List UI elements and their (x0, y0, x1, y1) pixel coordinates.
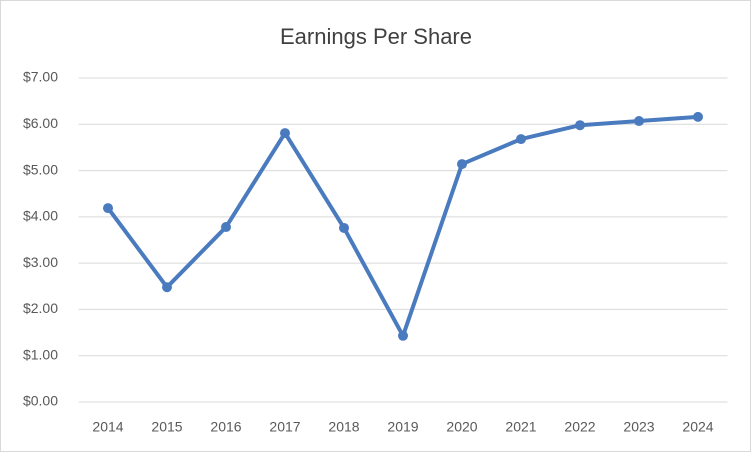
x-tick-label: 2018 (328, 419, 359, 435)
chart-title: Earnings Per Share (280, 24, 472, 49)
data-point (280, 128, 290, 139)
data-point (575, 120, 585, 131)
x-tick-label: 2014 (92, 419, 123, 435)
data-point (457, 159, 467, 170)
data-point (693, 111, 703, 122)
x-tick-label: 2024 (682, 419, 713, 435)
y-tick-label: $3.00 (23, 254, 58, 270)
y-tick-label: $0.00 (23, 393, 58, 409)
x-tick-label: 2021 (505, 419, 536, 435)
y-tick-label: $7.00 (23, 69, 58, 85)
data-point (221, 222, 231, 233)
x-tick-label: 2022 (564, 419, 595, 435)
x-tick-label: 2017 (269, 419, 300, 435)
y-tick-label: $5.00 (23, 161, 58, 177)
y-tick-label: $1.00 (23, 346, 58, 362)
x-tick-label: 2019 (387, 419, 418, 435)
data-point (516, 134, 526, 145)
data-point (162, 282, 172, 293)
data-point (398, 330, 408, 341)
data-point (339, 222, 349, 233)
x-tick-label: 2023 (623, 419, 654, 435)
x-tick-label: 2015 (151, 419, 182, 435)
data-point (634, 116, 644, 127)
y-tick-label: $4.00 (23, 208, 58, 224)
x-tick-label: 2020 (446, 419, 477, 435)
x-tick-label: 2016 (210, 419, 241, 435)
data-point (103, 203, 113, 214)
y-tick-label: $2.00 (23, 300, 58, 316)
y-tick-label: $6.00 (23, 115, 58, 131)
